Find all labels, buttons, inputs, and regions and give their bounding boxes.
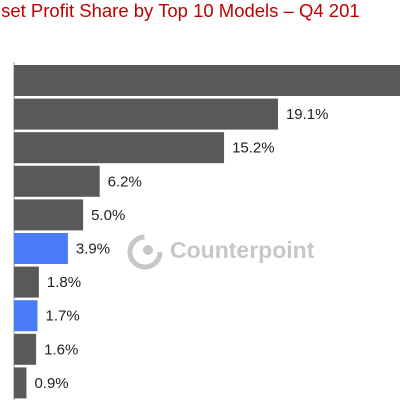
value-label: 1.6% bbox=[44, 341, 78, 358]
bar bbox=[14, 132, 225, 164]
chart-title: lset Profit Share by Top 10 Models – Q4 … bbox=[0, 0, 360, 21]
bar bbox=[14, 199, 84, 231]
value-label: 5.0% bbox=[91, 207, 125, 224]
value-label: 3.9% bbox=[76, 240, 110, 257]
bar bbox=[14, 233, 68, 264]
watermark-logo-dot bbox=[143, 245, 153, 255]
value-label: 1.7% bbox=[45, 308, 79, 325]
bar bbox=[14, 165, 100, 197]
value-label: 0.9% bbox=[34, 375, 68, 392]
value-label: 19.1% bbox=[286, 106, 329, 123]
bar bbox=[14, 367, 27, 399]
value-label: 1.8% bbox=[47, 274, 81, 291]
bar bbox=[14, 333, 37, 365]
watermark-logo bbox=[127, 234, 163, 270]
bar bbox=[14, 300, 38, 332]
watermark: Counterpoint bbox=[127, 234, 315, 270]
value-label: 15.2% bbox=[232, 140, 275, 157]
bar bbox=[14, 65, 400, 96]
bar bbox=[14, 98, 278, 130]
bar bbox=[14, 266, 39, 298]
value-label: 6.2% bbox=[108, 173, 142, 190]
watermark-text: Counterpoint bbox=[170, 237, 315, 263]
